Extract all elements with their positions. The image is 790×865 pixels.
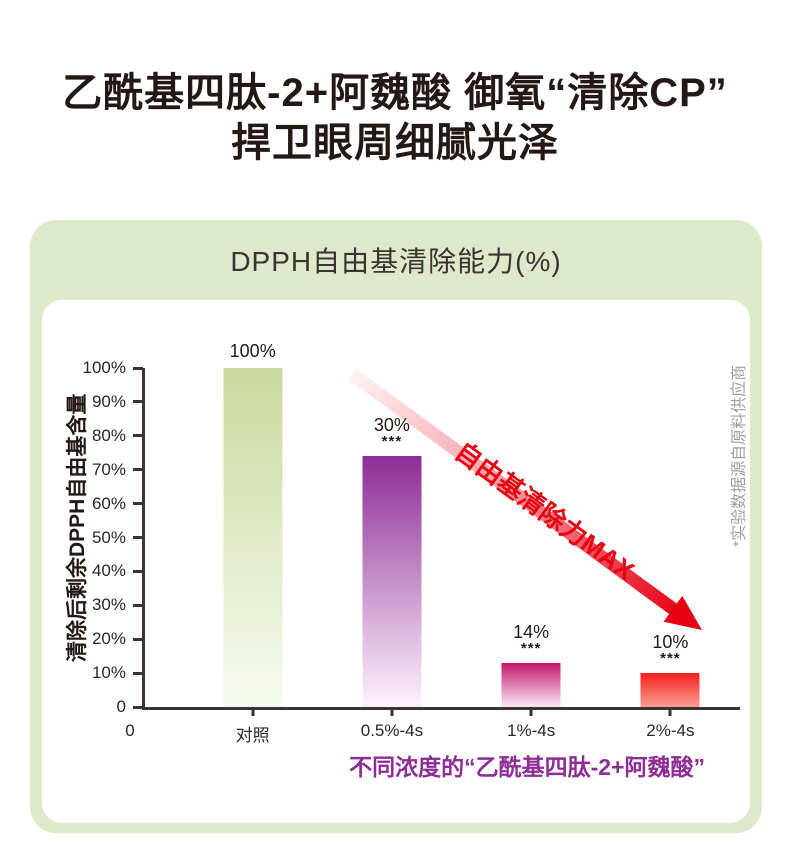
y-tick-mark [133, 603, 143, 607]
y-tick: 60% [67, 494, 143, 514]
x-tick-mark [251, 707, 255, 716]
source-note: *实验数据源自原料供应商 [731, 364, 748, 548]
x-axis-caption: 不同浓度的“乙酰基四肽-2+阿魏酸” [349, 754, 705, 780]
y-tick-label: 30% [91, 595, 126, 615]
x-tick-mark [390, 707, 394, 716]
y-tick: 30% [67, 595, 143, 615]
bar-对照 [223, 368, 283, 707]
y-tick-label: 60% [91, 493, 126, 513]
y-tick-label: 90% [91, 391, 126, 411]
chart-panel-header: DPPH自由基清除能力(%) [230, 246, 562, 277]
x-category-label: 2%-4s [646, 721, 695, 740]
y-tick-label: 70% [91, 459, 126, 479]
y-tick-mark [133, 637, 143, 641]
y-tick-mark [133, 434, 143, 438]
x-category-label: 0.5%-4s [360, 721, 424, 740]
bar-2%-4s [640, 673, 700, 707]
y-tick-mark [133, 671, 143, 675]
chart-card: 清除后剩余DPPH自由基含量 0 10% 20% 30% 40% 50% 60% 70% 80%… [42, 300, 750, 823]
significance-stars: *** [520, 639, 542, 657]
y-tick-label: 20% [91, 629, 126, 649]
page-title-line1: 乙酰基四肽-2+阿魏酸 御氧“清除CP” [62, 71, 728, 115]
y-tick-mark [133, 468, 143, 472]
x-tick-mark [529, 707, 533, 716]
y-tick: 40% [67, 561, 143, 581]
significance-stars: *** [381, 433, 403, 451]
y-tick-mark [133, 705, 143, 709]
bar-value-label: 100% [203, 341, 303, 361]
y-tick: 10% [67, 663, 143, 683]
bar-0.5%-4s [362, 456, 422, 707]
y-tick-mark [133, 400, 143, 404]
bar-value: 10% [652, 632, 689, 653]
bar-value: 100% [229, 341, 276, 361]
y-tick-label: 0 [116, 697, 126, 716]
x-category-label: 1%-4s [507, 721, 556, 740]
chart-panel: DPPH自由基清除能力(%) 清除后剩余DPPH自由基含量 0 10% 20% 30%… [30, 220, 762, 833]
y-tick-mark [133, 536, 143, 539]
bar-value-label: 14% *** [481, 622, 581, 656]
y-tick: 70% [67, 460, 143, 480]
y-tick-label: 40% [91, 561, 126, 581]
x-tick-mark [668, 707, 672, 716]
x-origin-label: 0 [125, 721, 135, 740]
y-tick-mark [133, 569, 143, 573]
y-tick-label: 10% [91, 663, 126, 683]
y-tick-label: 80% [91, 425, 126, 445]
y-tick: 20% [67, 629, 143, 649]
y-tick: 100% [67, 358, 143, 378]
plot-area: 0 10% 20% 30% 40% 50% 60% 70% 80% 90% 100% 0 100% 对照 3… [83, 341, 740, 745]
y-tick: 90% [67, 392, 143, 412]
bar-1%-4s [501, 662, 561, 707]
y-tick-label: 100% [82, 358, 126, 377]
y-tick: 0 [67, 697, 143, 717]
bar-value-label: 30% *** [342, 415, 442, 449]
y-tick-label: 50% [91, 527, 126, 547]
y-tick: 80% [67, 426, 143, 446]
bar-value-label: 10% *** [620, 632, 720, 666]
bar-value: 30% [373, 415, 410, 436]
page-title-line2: 捍卫眼周细腻光泽 [231, 121, 559, 165]
x-category-label: 对照 [235, 726, 270, 745]
y-tick-mark [133, 366, 143, 370]
significance-stars: *** [660, 650, 681, 668]
bar-value: 14% [513, 621, 550, 642]
y-tick-mark [133, 502, 143, 506]
y-tick: 50% [67, 528, 143, 548]
page-title: 乙酰基四肽-2+阿魏酸 御氧“清除CP” 捍卫眼周细腻光泽 [0, 68, 790, 168]
